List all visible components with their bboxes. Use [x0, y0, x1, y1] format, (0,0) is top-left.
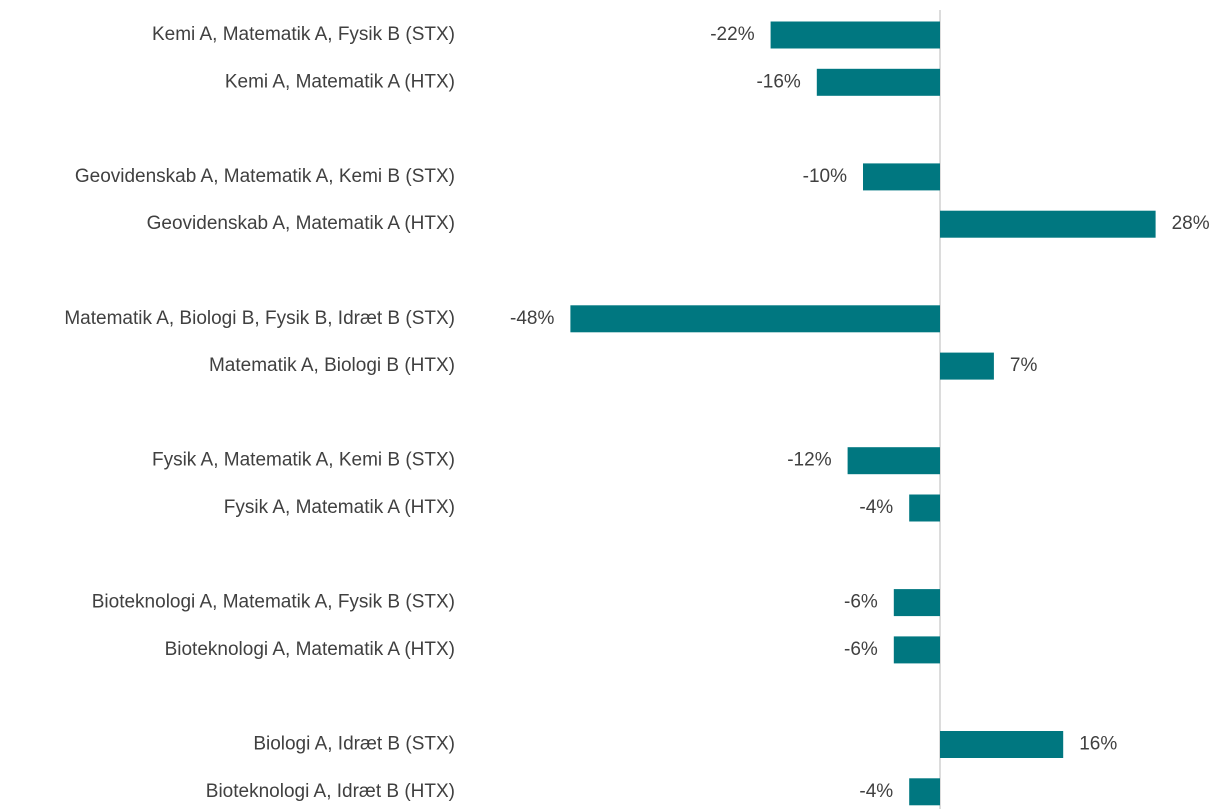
category-label: Bioteknologi A, Idræt B (HTX) — [206, 781, 455, 802]
category-label: Matematik A, Biologi B, Fysik B, Idræt B… — [64, 308, 455, 329]
bar — [940, 731, 1064, 758]
value-label: -10% — [803, 166, 847, 187]
bar — [847, 447, 940, 475]
value-label: -16% — [756, 71, 800, 92]
bar — [570, 305, 940, 333]
category-label: Kemi A, Matematik A (HTX) — [225, 71, 455, 92]
bar — [863, 163, 940, 191]
category-label: Bioteknologi A, Matematik A, Fysik B (ST… — [92, 592, 455, 613]
value-label: -48% — [510, 308, 554, 329]
bar — [816, 68, 940, 96]
bar — [940, 210, 1156, 238]
category-label: Kemi A, Matematik A, Fysik B (STX) — [152, 24, 455, 45]
value-label: 28% — [1172, 213, 1210, 234]
value-label: -22% — [710, 24, 754, 45]
value-label: -12% — [787, 450, 831, 471]
category-label: Geovidenskab A, Matematik A (HTX) — [147, 213, 455, 234]
bar — [909, 494, 940, 522]
bar — [909, 778, 940, 806]
value-label: 16% — [1079, 734, 1117, 755]
category-label: Geovidenskab A, Matematik A, Kemi B (STX… — [75, 166, 455, 187]
bar — [893, 589, 940, 617]
category-label: Fysik A, Matematik A (HTX) — [224, 497, 455, 518]
value-label: -4% — [859, 497, 893, 518]
category-label: Biologi A, Idræt B (STX) — [253, 734, 455, 755]
category-label: Bioteknologi A, Matematik A (HTX) — [165, 639, 455, 660]
bar — [893, 636, 940, 664]
bar — [940, 352, 994, 380]
value-label: -4% — [859, 781, 893, 802]
bar — [770, 21, 940, 49]
category-label: Fysik A, Matematik A, Kemi B (STX) — [152, 450, 455, 471]
value-label: -6% — [844, 592, 878, 613]
value-label: 7% — [1010, 355, 1038, 376]
value-label: -6% — [844, 639, 878, 660]
category-label: Matematik A, Biologi B (HTX) — [209, 355, 455, 376]
